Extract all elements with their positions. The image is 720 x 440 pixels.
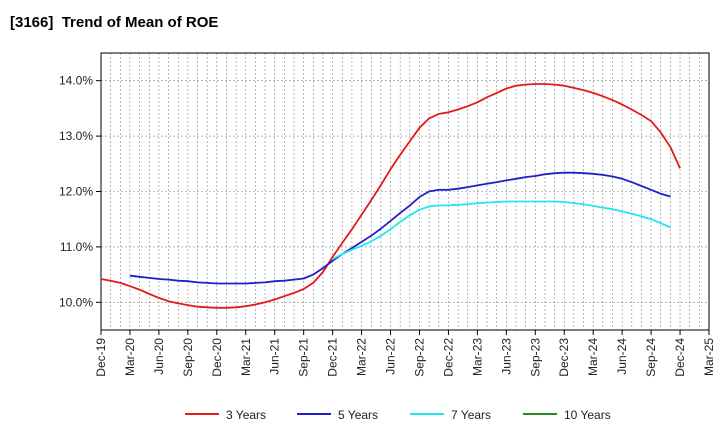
x-tick-label: Jun-20 (152, 338, 166, 375)
x-axis: Dec-19 Mar-20 Jun-20 Sep-20 Dec-20 Mar-21 Jun-… (94, 330, 716, 377)
x-tick-label: Sep-21 (297, 338, 311, 377)
x-tick-label: Dec-19 (94, 338, 108, 377)
x-tick-label: Mar-24 (586, 338, 600, 376)
legend-label-5-years: 5 Years (338, 408, 378, 422)
x-tick-label: Jun-23 (499, 338, 513, 375)
x-tick-label: Dec-24 (673, 338, 687, 377)
x-tick-label: Mar-23 (470, 338, 484, 376)
legend-label-10-years: 10 Years (564, 408, 611, 422)
chart-title: [3166] Trend of Mean of ROE (10, 14, 219, 31)
y-tick-label: 14.0% (59, 74, 93, 88)
x-tick-label: Mar-25 (702, 338, 716, 376)
x-tick-label: Jun-21 (268, 338, 282, 375)
x-tick-label: Mar-20 (123, 338, 137, 376)
x-tick-label: Sep-23 (528, 338, 542, 377)
grid (100, 53, 710, 330)
x-tick-label: Dec-20 (210, 338, 224, 377)
x-tick-label: Sep-20 (181, 338, 195, 377)
x-tick-label: Dec-22 (441, 338, 455, 377)
x-tick-label: Jun-22 (384, 338, 398, 375)
y-tick-label: 10.0% (59, 295, 93, 309)
x-tick-label: Jun-24 (615, 338, 629, 375)
y-axis: 10.0% 11.0% 12.0% 13.0% 14.0% (59, 74, 101, 309)
y-tick-label: 11.0% (60, 240, 93, 254)
x-tick-label: Dec-23 (557, 338, 571, 377)
x-tick-label: Sep-22 (412, 338, 426, 377)
y-tick-label: 12.0% (59, 185, 93, 199)
series-lines (100, 83, 681, 309)
series-line-5-years (129, 171, 671, 285)
x-tick-label: Dec-21 (326, 338, 340, 377)
x-tick-label: Mar-21 (239, 338, 253, 376)
x-tick-label: Sep-24 (644, 338, 658, 377)
legend: 3 Years 5 Years 7 Years 10 Years (185, 408, 611, 422)
legend-label-3-years: 3 Years (226, 408, 266, 422)
y-tick-label: 13.0% (59, 129, 93, 143)
x-tick-label: Mar-22 (355, 338, 369, 376)
legend-label-7-years: 7 Years (451, 408, 491, 422)
series-line-3-years (100, 83, 681, 309)
series-line-7-years (332, 200, 671, 260)
